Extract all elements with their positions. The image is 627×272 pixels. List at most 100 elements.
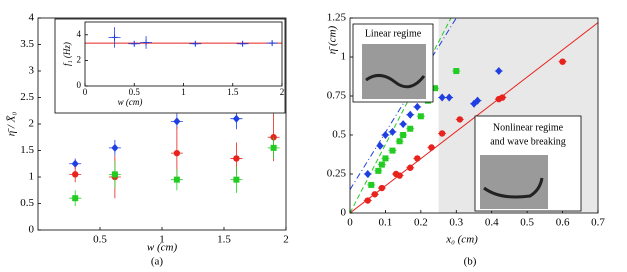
point [364,170,372,178]
caption: (b) [464,256,477,268]
y-tick-label: 1 [29,171,35,183]
point [438,130,446,137]
x-axis-label: w (cm) [118,97,143,107]
y-axis-label: f₁ (Hz) [62,42,72,66]
point [445,93,453,102]
point [432,85,439,92]
x-tick-label: 0.4 [485,217,499,229]
y-tick-label: 2 [29,118,35,130]
x-tick-label: 1 [181,87,186,97]
point [474,96,482,105]
point [192,40,199,47]
point [438,93,446,102]
point [378,161,385,168]
x-tick-label: 1.5 [217,234,231,246]
y-tick-label: 3.5 [20,38,34,50]
x-tick-label: 0.6 [556,217,570,229]
x-axis-label: x₀ (cm) [445,234,478,246]
annotation: Nonlinear regime [493,122,564,133]
y-tick-label: 4 [29,12,35,24]
point [495,67,503,76]
plot-content [69,68,280,207]
point [71,159,79,168]
point [396,138,403,145]
point [270,144,277,151]
y-axis-label: η̄ / X̄₀ [6,112,18,137]
x-tick-label: 0.1 [379,217,393,229]
point [111,143,119,152]
x-tick-label: 0.5 [129,87,141,97]
point [407,164,414,171]
point [417,113,424,120]
fit-line [350,18,457,190]
caption: (a) [151,256,164,268]
axes-frame [349,17,599,214]
annotations: Linear regime Nonlinear regime and wave … [352,23,582,212]
x-tick-label: 2 [280,87,285,97]
point [400,132,407,138]
point [131,40,138,47]
y-tick-label: 1.25 [327,12,347,24]
point [389,127,397,136]
point [378,184,386,192]
y-tick-label: 2.5 [20,91,34,103]
point [269,40,276,47]
photo [480,155,548,209]
photo-wave [483,177,544,199]
point [143,39,150,46]
axes-frame [37,17,287,231]
point [72,195,79,202]
x-tick-label: 0.7 [591,217,605,229]
y-tick-label: 2 [77,54,82,64]
y-tick-label: 0.25 [327,168,347,180]
x-tick-label: 0.3 [449,217,463,229]
point [399,120,407,129]
point [72,171,79,178]
annotation: Linear regime [365,28,422,39]
photo-wave [365,74,426,89]
inset-background [54,18,286,114]
x-tick-label: 2 [283,234,289,246]
x-tick-label: 0.2 [414,217,428,229]
y-tick-label: 0 [77,80,82,90]
fit-line [350,22,598,213]
y-tick-label: 0.5 [332,129,346,141]
axes-frame [84,21,283,87]
y-tick-label: 0 [29,224,35,236]
point [173,149,181,157]
y-tick-label: 1.5 [20,144,34,156]
y-tick-label: 0 [341,207,347,219]
y-tick-label: 0.5 [20,197,34,209]
point [389,147,396,154]
x-axis-label: w (cm) [147,242,178,254]
x-tick-label: 0 [83,87,88,97]
point [406,110,414,119]
point [382,155,389,162]
photo [362,44,426,99]
x-tick-label: 0 [347,217,353,229]
point [414,155,421,162]
point [239,40,246,47]
point [381,131,389,139]
point [111,171,118,178]
point [233,155,240,162]
fit-line [350,18,452,213]
point [376,141,384,150]
point [173,176,180,183]
point [559,58,566,65]
point [111,34,118,41]
y-axis-label: η̄ (cm) [327,25,339,54]
point [375,167,382,174]
x-tick-label: 1.5 [227,87,239,97]
x-tick-label: 0.5 [520,217,534,229]
point [407,125,414,132]
plots: 0.5 1 1.5 2 0 0.5 1 1.5 2 2.5 3 3.5 4 w (cm) η̄ / X̄₀ (… [6,12,606,268]
annotation: and wave breaking [490,136,566,147]
y-tick-label: 4 [77,29,82,39]
x-tick-label: 0.5 [93,234,107,246]
point [456,116,464,123]
point [499,94,506,101]
plot-content [85,27,282,49]
point [428,144,435,151]
